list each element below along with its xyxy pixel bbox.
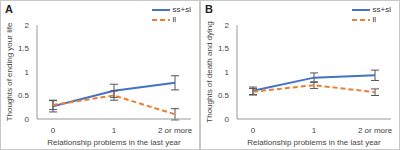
- svg-text:Relationship problems in the l: Relationship problems in the last year: [247, 138, 381, 147]
- svg-text:2 or more: 2 or more: [358, 126, 392, 135]
- svg-text:2: 2: [25, 21, 30, 30]
- svg-text:0.5: 0.5: [18, 91, 30, 100]
- svg-text:1.5: 1.5: [218, 44, 230, 53]
- svg-text:1.5: 1.5: [18, 44, 30, 53]
- svg-text:2 or more: 2 or more: [158, 126, 193, 135]
- svg-text:0: 0: [225, 115, 230, 124]
- svg-text:0.5: 0.5: [218, 91, 230, 100]
- svg-text:1: 1: [25, 68, 30, 77]
- svg-text:1: 1: [112, 126, 117, 135]
- html-text:ll: ll: [172, 15, 177, 24]
- svg-text:0: 0: [51, 126, 56, 135]
- html-text:ss+sl: ss+sl: [372, 5, 391, 14]
- html-text:ll: ll: [372, 15, 377, 24]
- svg-text:Thoughts of death and dying: Thoughts of death and dying: [205, 21, 214, 122]
- svg-text:0: 0: [251, 126, 256, 135]
- svg-text:0: 0: [25, 115, 30, 124]
- svg-text:Relationship problems in the l: Relationship problems in the last year: [47, 138, 181, 147]
- svg-text:1: 1: [225, 68, 230, 77]
- svg-text:1: 1: [312, 126, 317, 135]
- svg-text:Thoughts of ending your life: Thoughts of ending your life: [8, 22, 14, 121]
- html-text:ss+sl: ss+sl: [172, 5, 191, 14]
- svg-text:2: 2: [225, 21, 230, 30]
- html-text:A: A: [5, 3, 13, 15]
- html-text:B: B: [205, 3, 213, 15]
